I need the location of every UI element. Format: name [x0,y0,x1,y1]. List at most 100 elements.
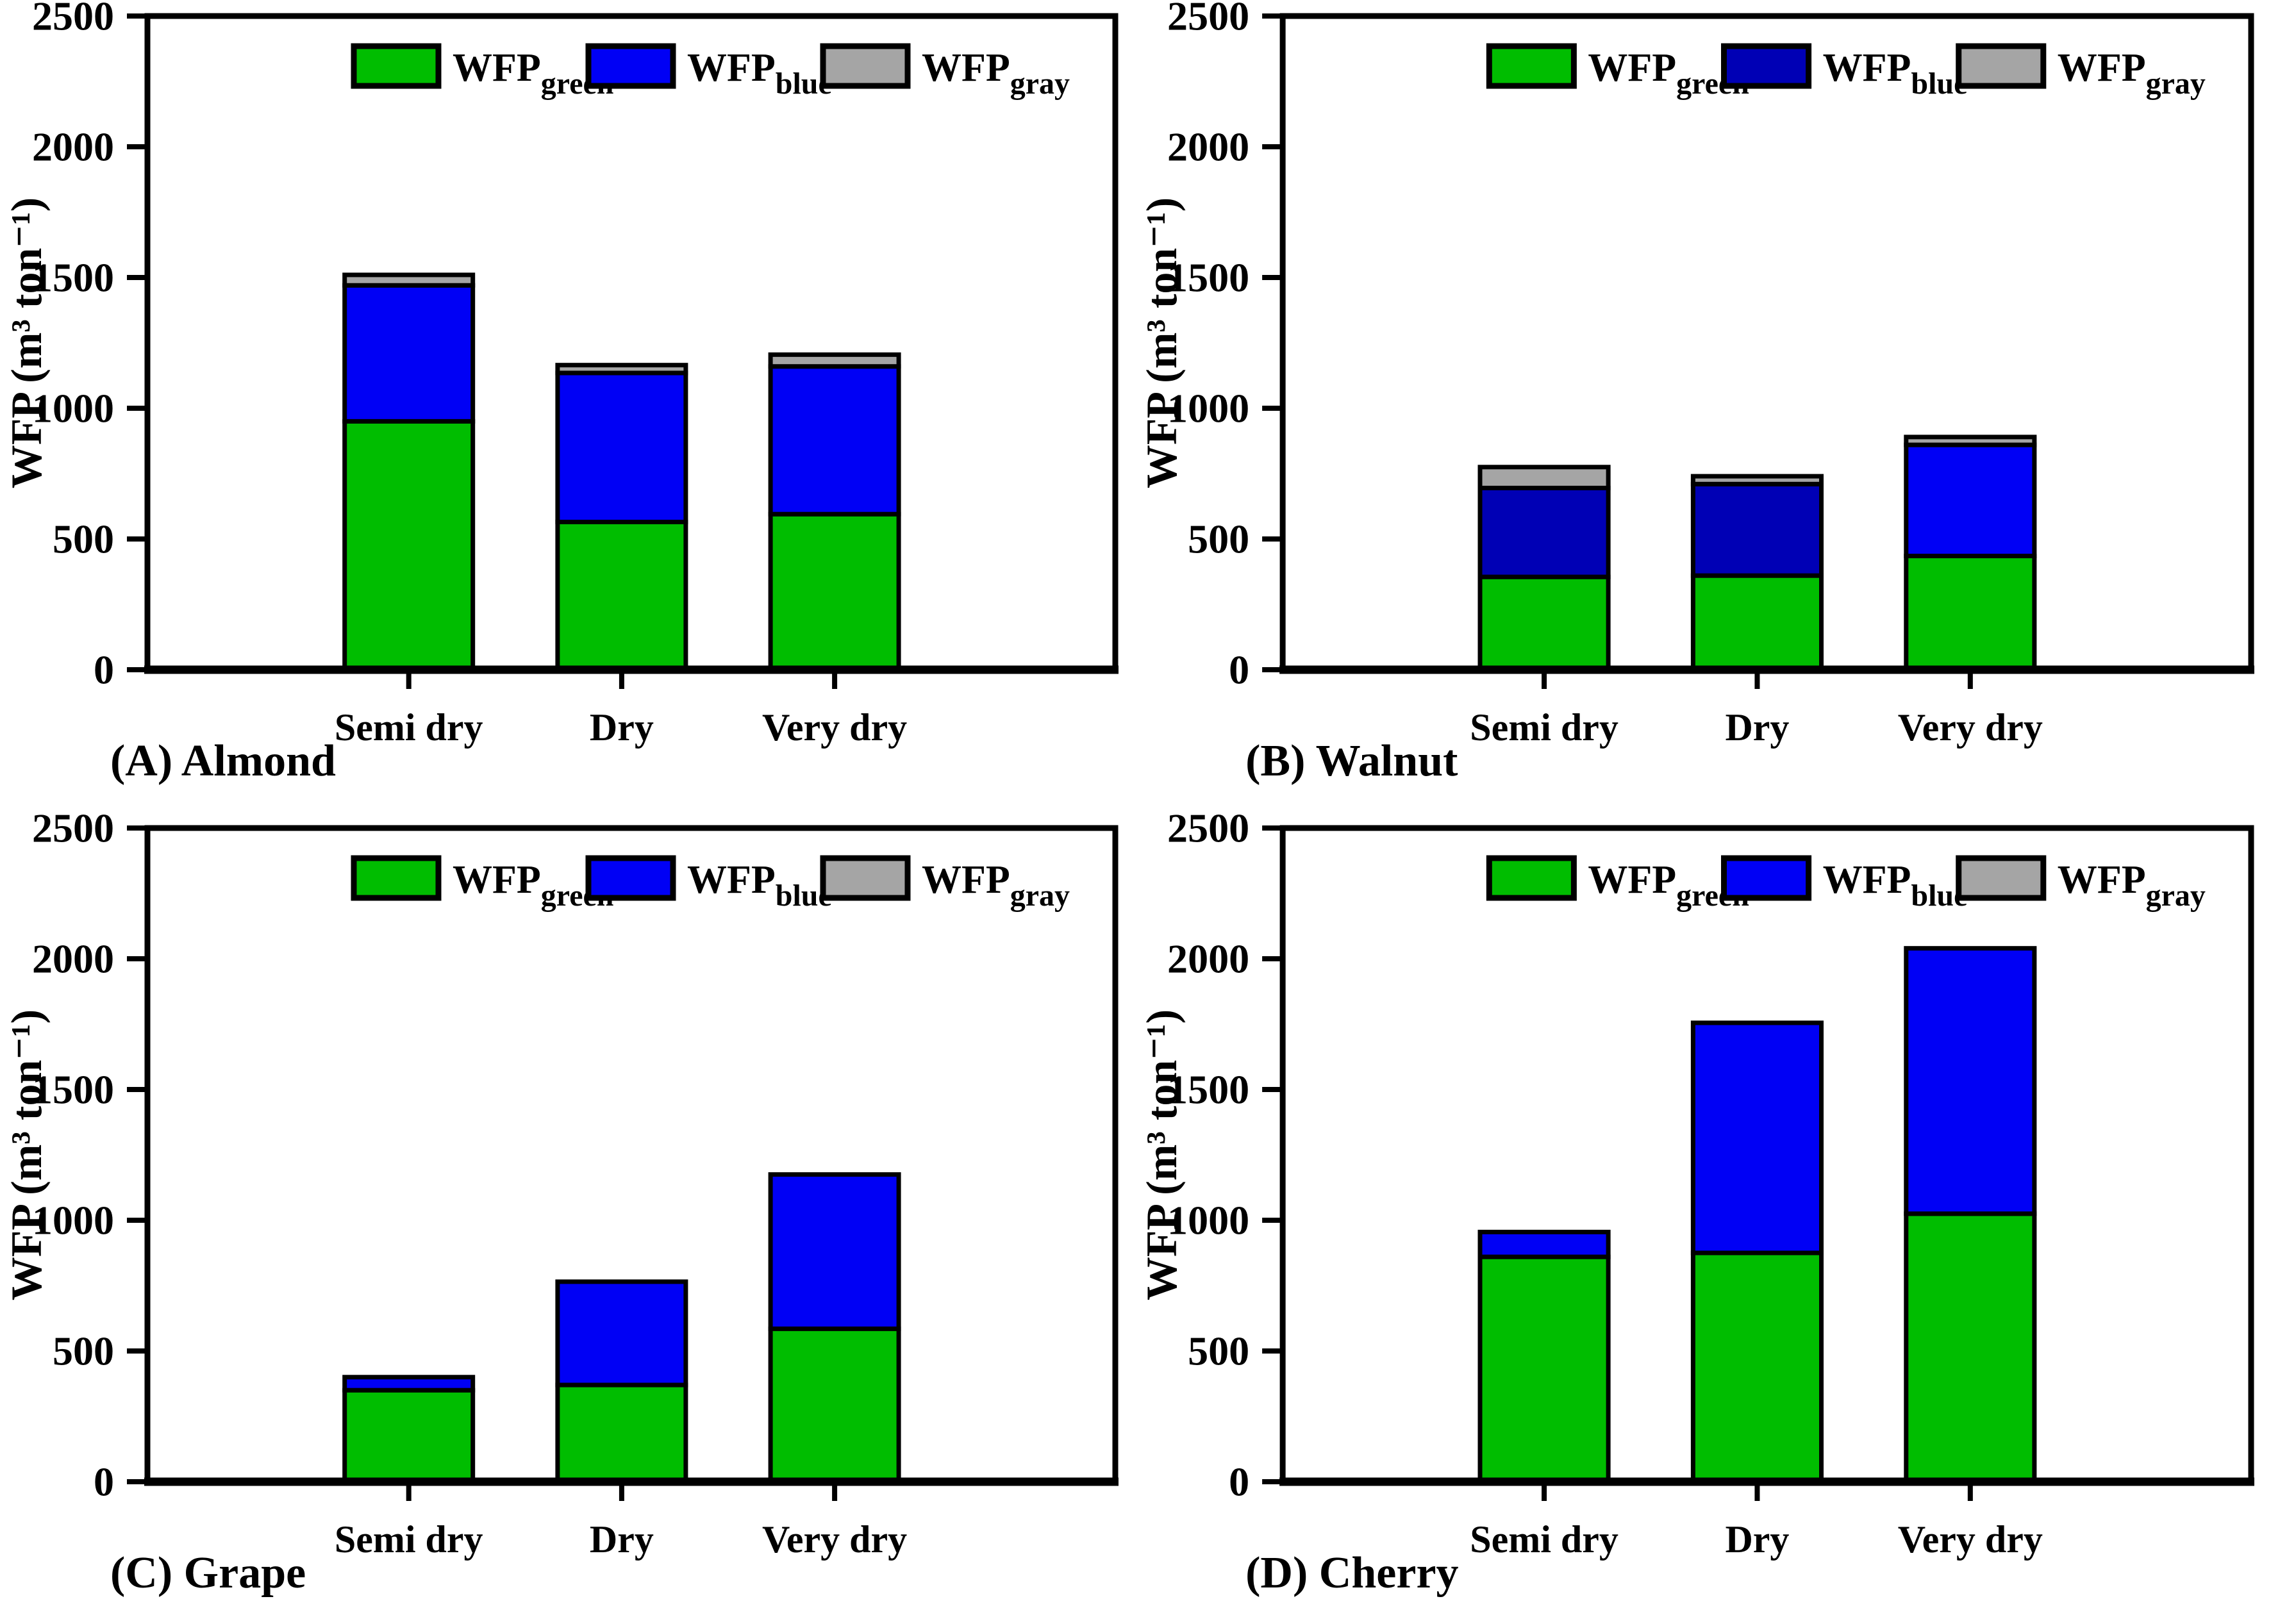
legend-swatch-green [351,43,442,89]
legend-label-green: WFPgreen [453,46,614,101]
bar-segment-wfp_green [555,519,688,672]
category-label: Semi dry [335,1518,483,1561]
y-tick-label: 1500 [32,1067,114,1113]
category-label: Very dry [1898,706,2043,749]
legend-label-gray: WFPgray [2058,858,2206,913]
y-tick-label: 500 [53,1329,114,1374]
y-tick-label: 0 [94,1459,114,1505]
bar-segment-wfp_blue [1690,481,1824,578]
bar-segment-wfp_green [342,1388,476,1484]
y-tick-label: 0 [94,647,114,693]
category-label: Semi dry [1470,1518,1618,1561]
bar-segment-wfp_green [342,418,476,672]
bar-segment-wfp_green [1904,554,2037,672]
category-label: Semi dry [335,706,483,749]
panel-almond: 0 500 1000 1500 2000 2500 WFP (m³ ton⁻¹) Semi d… [0,0,1135,812]
y-tick-label: 2500 [32,0,114,39]
category-label: Very dry [762,706,907,749]
y-tick-label: 2500 [1167,812,1249,850]
y-tick-label: 500 [53,517,114,562]
y-tick-label: 1000 [32,1198,114,1243]
legend-swatch-green [351,855,442,901]
y-tick-label: 2000 [1167,124,1249,170]
legend-label-blue: WFPblue [1823,46,1968,101]
legend-swatch-gray [820,855,911,901]
bar-segment-wfp_green [1477,1254,1611,1484]
legend-swatch-blue [585,43,676,89]
panel-caption: (C) Grape [110,1548,306,1598]
category-label: Semi dry [1470,706,1618,749]
legend-swatch-blue [1721,855,1812,901]
y-tick-label: 1000 [1167,386,1249,431]
bar-segment-wfp_gray [342,272,476,288]
panel-caption: (A) Almond [110,736,336,786]
y-tick-label: 1000 [32,386,114,431]
bar-segment-wfp_blue [1690,1020,1824,1255]
y-tick-label: 0 [1229,647,1249,693]
bar-segment-wfp_blue [555,370,688,524]
panel-walnut: 0 500 1000 1500 2000 2500 WFP (m³ ton⁻¹) Semi d… [1135,0,2271,812]
bar-segment-wfp_green [768,511,901,672]
category-label: Dry [590,706,654,749]
bar-segment-wfp_gray [1477,465,1611,490]
y-axis-title: WFP (m³ ton⁻¹) [2,197,51,488]
legend-label-blue: WFPblue [687,46,832,101]
bar-segment-wfp_blue [1477,485,1611,579]
bar-segment-wfp_blue [1904,946,2037,1216]
y-tick-label: 2500 [1167,0,1249,38]
y-tick-label: 500 [1188,517,1249,562]
y-tick-label: 2500 [32,812,114,851]
category-label: Very dry [1898,1518,2043,1561]
y-tick-label: 2000 [32,936,114,982]
legend-label-gray: WFPgray [2058,46,2206,101]
legend-swatch-green [1486,43,1577,89]
bar-segment-wfp_green [1690,573,1824,672]
y-tick-label: 2000 [1167,936,1249,982]
bar-segment-wfp_blue [768,364,901,517]
bar-segment-wfp_gray [555,363,688,376]
y-tick-label: 500 [1188,1329,1249,1374]
panel-grape: 0 500 1000 1500 2000 2500 WFP (m³ ton⁻¹) Semi d… [0,812,1135,1624]
bar-segment-wfp_blue [342,283,476,424]
legend-swatch-gray [820,43,911,89]
category-label: Dry [1725,706,1789,749]
y-tick-label: 1500 [1167,1067,1249,1113]
legend-label-gray: WFPgray [922,858,1070,913]
panel-background [0,812,1135,1624]
bar-segment-wfp_green [555,1382,688,1484]
panel-background [1135,0,2271,812]
y-tick-label: 1500 [1167,255,1249,301]
chart-cherry: 0 500 1000 1500 2000 2500 WFP (m³ ton⁻¹) Semi d… [1135,812,2271,1624]
panel-caption: (D) Cherry [1245,1548,1458,1598]
y-axis-title: WFP (m³ ton⁻¹) [1137,1009,1186,1300]
bar-segment-wfp_green [768,1326,901,1484]
bar-segment-wfp_gray [768,352,901,369]
legend-swatch-green [1486,855,1577,901]
y-tick-label: 1500 [32,255,114,301]
bar-segment-wfp_green [1690,1250,1824,1484]
y-axis-title: WFP (m³ ton⁻¹) [2,1009,51,1300]
y-axis-title: WFP (m³ ton⁻¹) [1137,197,1186,488]
bar-segment-wfp_green [1477,574,1611,672]
bar-segment-wfp_blue [768,1172,901,1331]
panel-cherry: 0 500 1000 1500 2000 2500 WFP (m³ ton⁻¹) Semi d… [1135,812,2271,1624]
category-label: Very dry [762,1518,907,1561]
legend-swatch-gray [1956,43,2047,89]
bar-segment-wfp_green [1904,1211,2037,1484]
y-tick-label: 0 [1229,1459,1249,1505]
chart-almond: 0 500 1000 1500 2000 2500 WFP (m³ ton⁻¹) Semi d… [0,0,1135,812]
y-tick-label: 1000 [1167,1198,1249,1243]
panel-caption: (B) Walnut [1245,736,1458,786]
legend-swatch-blue [585,855,676,901]
bar-segment-wfp_gray [1690,474,1824,486]
chart-walnut: 0 500 1000 1500 2000 2500 WFP (m³ ton⁻¹) Semi d… [1135,0,2271,812]
category-label: Dry [590,1518,654,1561]
legend-label-gray: WFPgray [922,46,1070,101]
chart-grape: 0 500 1000 1500 2000 2500 WFP (m³ ton⁻¹) Semi d… [0,812,1135,1624]
category-label: Dry [1725,1518,1789,1561]
legend-swatch-gray [1956,855,2047,901]
bar-segment-wfp_gray [1904,435,2037,447]
bar-segment-wfp_blue [1477,1229,1611,1259]
y-tick-label: 2000 [32,124,114,170]
